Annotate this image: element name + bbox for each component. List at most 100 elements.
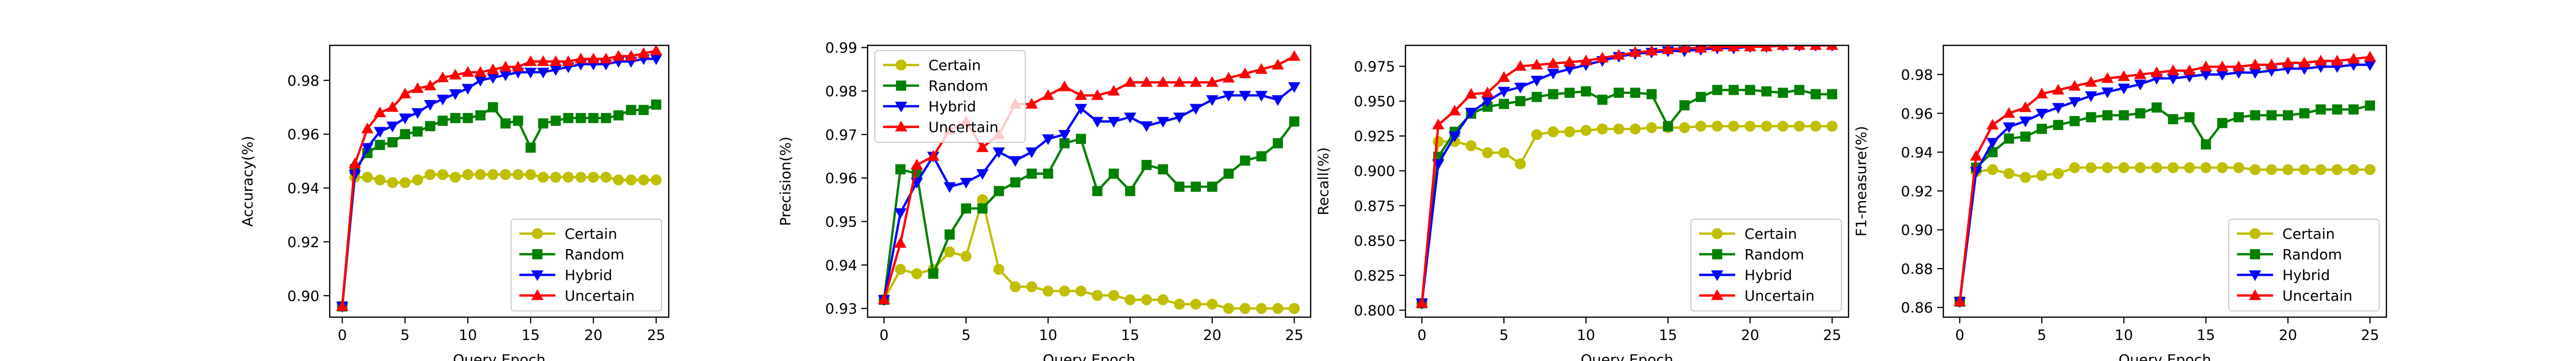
x-tick-label: 5 xyxy=(2037,326,2046,343)
data-point-random xyxy=(1614,88,1624,98)
data-point-uncertain xyxy=(2134,68,2147,79)
data-point-uncertain xyxy=(1272,58,1284,70)
data-point-certain xyxy=(625,174,637,186)
data-point-uncertain xyxy=(361,122,374,134)
data-point-hybrid xyxy=(374,127,386,138)
data-point-random xyxy=(2086,112,2096,123)
data-point-uncertain xyxy=(1058,80,1071,91)
data-point-certain xyxy=(895,264,906,275)
data-point-uncertain xyxy=(1140,76,1153,87)
data-point-random xyxy=(2151,102,2162,113)
data-point-hybrid xyxy=(2052,103,2064,114)
data-point-certain xyxy=(2315,164,2327,175)
data-point-uncertain xyxy=(2003,107,2015,118)
data-point-random xyxy=(1499,99,1509,109)
plot-area xyxy=(877,50,1301,314)
data-point-random xyxy=(2266,110,2277,121)
legend-marker-random xyxy=(896,80,906,91)
data-point-uncertain xyxy=(1173,76,1186,87)
legend-label-certain: Certain xyxy=(1744,225,1797,242)
data-point-certain xyxy=(2036,170,2047,181)
data-point-random xyxy=(2250,110,2261,121)
data-point-certain xyxy=(412,174,423,186)
data-point-certain xyxy=(399,177,411,188)
legend: Certain Random Hybrid Uncertain xyxy=(2228,219,2380,311)
data-point-uncertain xyxy=(2101,72,2114,83)
data-point-uncertain xyxy=(462,66,474,77)
data-point-certain xyxy=(512,169,524,180)
data-point-certain xyxy=(1761,121,1772,132)
data-point-hybrid xyxy=(1272,95,1284,106)
axes-frame xyxy=(1404,44,1850,318)
data-point-certain xyxy=(2331,164,2343,175)
data-point-hybrid xyxy=(386,121,399,133)
data-point-certain xyxy=(1711,121,1723,132)
data-point-uncertain xyxy=(2249,58,2262,70)
x-tick-label: 0 xyxy=(337,326,347,343)
x-tick-label: 0 xyxy=(1955,326,1964,343)
data-point-random xyxy=(375,140,385,150)
legend-label-certain: Certain xyxy=(928,57,981,74)
y-tick-label: 0.93 xyxy=(825,300,857,317)
y-tick-label: 0.94 xyxy=(825,257,857,274)
data-point-random xyxy=(526,142,536,153)
data-point-random xyxy=(1777,88,1788,98)
data-point-uncertain xyxy=(1727,45,1740,52)
data-point-hybrid xyxy=(1514,83,1527,94)
data-point-hybrid xyxy=(1157,117,1170,128)
data-point-hybrid xyxy=(1239,91,1251,102)
data-point-random xyxy=(2020,132,2031,142)
legend-marker-certain xyxy=(532,228,543,239)
data-point-uncertain xyxy=(486,63,499,74)
data-point-certain xyxy=(1239,303,1251,314)
data-point-random xyxy=(1794,85,1805,95)
data-point-certain xyxy=(550,172,562,183)
data-point-certain xyxy=(1223,303,1234,314)
data-point-certain xyxy=(1597,123,1608,135)
data-point-hybrid xyxy=(943,182,956,193)
data-point-uncertain xyxy=(2347,53,2360,64)
data-point-random xyxy=(1663,121,1673,132)
data-point-random xyxy=(1141,160,1152,170)
x-axis-label: Query Epoch xyxy=(2119,351,2211,361)
data-point-certain xyxy=(993,264,1005,275)
y-tick-label: 0.825 xyxy=(1354,267,1395,284)
legend-marker-random xyxy=(1712,249,1722,259)
x-tick-label: 10 xyxy=(1039,326,1058,343)
y-axis-label: Precision(%) xyxy=(777,137,794,226)
data-point-uncertain xyxy=(2019,101,2032,112)
data-point-certain xyxy=(2348,164,2359,175)
data-point-uncertain xyxy=(562,55,574,67)
data-point-uncertain xyxy=(1678,45,1691,53)
y-tick-label: 0.90 xyxy=(287,287,319,304)
chart-panel-1: 0 5 10 15 20 25 0.90 0.92 0.94 0.96 0.98 Query Epoc… xyxy=(239,44,670,361)
data-point-random xyxy=(387,137,398,147)
data-point-uncertain xyxy=(1415,297,1428,308)
data-point-uncertain xyxy=(894,237,907,248)
data-point-hybrid xyxy=(411,108,424,119)
data-point-random xyxy=(1010,177,1021,188)
y-axis-label: Accuracy(%) xyxy=(239,136,256,226)
data-point-random xyxy=(1108,168,1119,179)
y-tick-label: 0.94 xyxy=(287,180,319,197)
data-point-random xyxy=(2053,120,2063,130)
data-point-uncertain xyxy=(1107,85,1120,96)
data-point-uncertain xyxy=(411,82,424,93)
y-tick-label: 0.88 xyxy=(1901,260,1933,277)
data-point-certain xyxy=(1646,122,1657,134)
legend-label-uncertain: Uncertain xyxy=(928,119,998,136)
data-point-random xyxy=(601,113,611,123)
x-tick-label: 25 xyxy=(647,326,666,343)
data-point-uncertain xyxy=(399,87,412,99)
data-point-uncertain xyxy=(1255,63,1268,74)
data-point-hybrid xyxy=(1124,112,1137,124)
legend-box xyxy=(511,219,662,311)
data-point-certain xyxy=(1498,147,1510,158)
data-point-uncertain xyxy=(2298,56,2311,68)
chart-panel-4: 0 5 10 15 20 25 0.86 0.88 0.90 0.92 0.94 0.96 0.98 Qu… xyxy=(1853,44,2387,361)
data-point-certain xyxy=(2233,162,2244,173)
legend-marker-uncertain xyxy=(2249,289,2261,300)
x-tick-label: 20 xyxy=(584,326,603,343)
data-point-random xyxy=(1273,138,1283,149)
legend-marker-hybrid xyxy=(1711,270,1723,282)
